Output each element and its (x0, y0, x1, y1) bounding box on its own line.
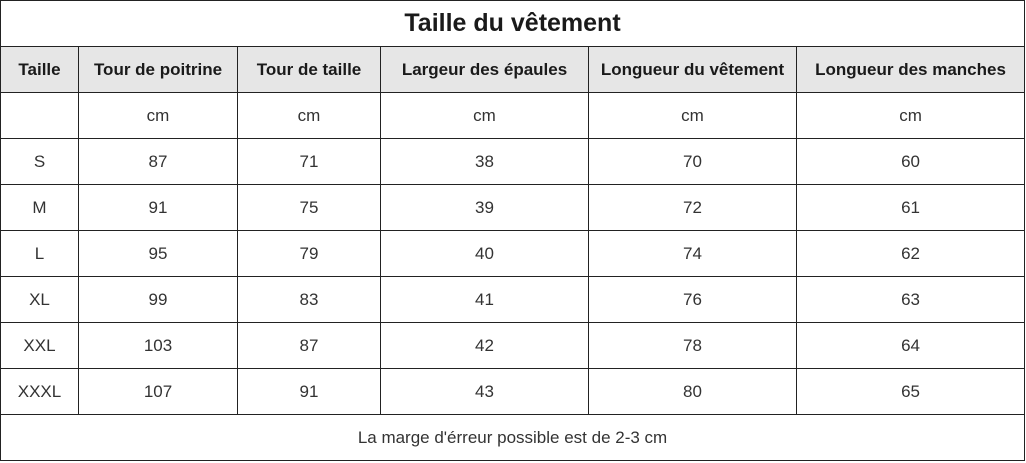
unit-cell: cm (237, 92, 381, 139)
footer-note: La marge d'érreur possible est de 2-3 cm (0, 414, 1026, 461)
column-header-garment-length: Longueur du vêtement (588, 46, 797, 93)
column-header-sleeve-length: Longueur des manches (795, 46, 1026, 93)
size-cell: XL (0, 276, 79, 323)
table-cell: 87 (237, 322, 381, 369)
table-cell: 91 (237, 368, 381, 415)
unit-cell: cm (795, 92, 1026, 139)
table-cell: 72 (588, 184, 797, 231)
footer-row: La marge d'érreur possible est de 2-3 cm (0, 414, 1026, 461)
unit-cell: cm (588, 92, 797, 139)
table-cell: 62 (795, 230, 1026, 277)
table-cell: 79 (237, 230, 381, 277)
unit-row: cm cm cm cm cm (0, 92, 1026, 139)
table-cell: 107 (78, 368, 238, 415)
table-cell: 70 (588, 138, 797, 185)
unit-cell: cm (78, 92, 238, 139)
table-cell: 65 (795, 368, 1026, 415)
column-header-waist: Tour de taille (237, 46, 381, 93)
table-title: Taille du vêtement (0, 0, 1026, 47)
table-row: M 91 75 39 72 61 (0, 184, 1026, 231)
table-cell: 71 (237, 138, 381, 185)
table-cell: 95 (78, 230, 238, 277)
table-cell: 80 (588, 368, 797, 415)
table-cell: 40 (380, 230, 589, 277)
size-cell: XXL (0, 322, 79, 369)
table-cell: 63 (795, 276, 1026, 323)
column-header-shoulder-width: Largeur des épaules (380, 46, 589, 93)
table-cell: 76 (588, 276, 797, 323)
unit-cell: cm (380, 92, 589, 139)
table-row: XL 99 83 41 76 63 (0, 276, 1026, 323)
unit-cell (0, 92, 79, 139)
size-cell: L (0, 230, 79, 277)
table-cell: 99 (78, 276, 238, 323)
table-cell: 41 (380, 276, 589, 323)
table-cell: 74 (588, 230, 797, 277)
table-cell: 39 (380, 184, 589, 231)
size-cell: M (0, 184, 79, 231)
column-header-size: Taille (0, 46, 79, 93)
table-row: S 87 71 38 70 60 (0, 138, 1026, 185)
table-cell: 38 (380, 138, 589, 185)
table-cell: 61 (795, 184, 1026, 231)
table-cell: 78 (588, 322, 797, 369)
header-row: Taille Tour de poitrine Tour de taille L… (0, 46, 1026, 93)
table-cell: 64 (795, 322, 1026, 369)
column-header-chest: Tour de poitrine (78, 46, 238, 93)
table-cell: 75 (237, 184, 381, 231)
size-cell: XXXL (0, 368, 79, 415)
table-cell: 43 (380, 368, 589, 415)
table-cell: 42 (380, 322, 589, 369)
table-cell: 83 (237, 276, 381, 323)
size-cell: S (0, 138, 79, 185)
table-row: XXL 103 87 42 78 64 (0, 322, 1026, 369)
table-cell: 60 (795, 138, 1026, 185)
table-row: L 95 79 40 74 62 (0, 230, 1026, 277)
table-cell: 87 (78, 138, 238, 185)
title-row: Taille du vêtement (0, 0, 1026, 47)
table-cell: 91 (78, 184, 238, 231)
table-row: XXXL 107 91 43 80 65 (0, 368, 1026, 415)
table-cell: 103 (78, 322, 238, 369)
